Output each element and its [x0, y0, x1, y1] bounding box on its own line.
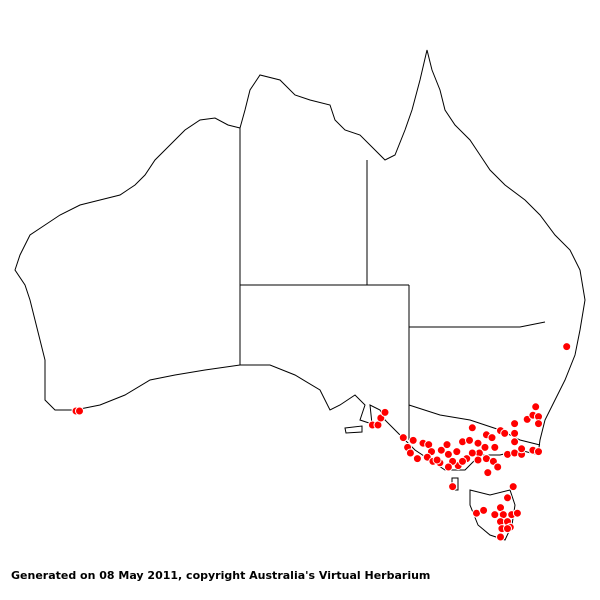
occurrence-point — [490, 510, 500, 520]
occurrence-point — [473, 438, 483, 448]
map-caption: Generated on 08 May 2011, copyright Aust… — [11, 569, 431, 582]
occurrence-point — [432, 455, 442, 465]
occurrence-point — [448, 482, 458, 492]
occurrence-point — [458, 456, 467, 466]
occurrence-point — [517, 444, 527, 454]
state-border-nsw-vic — [408, 404, 541, 446]
occurrence-point — [531, 402, 541, 412]
occurrence-point — [503, 449, 512, 459]
occurrence-point — [508, 482, 518, 492]
occurrence-point — [436, 445, 446, 455]
occurrence-point — [510, 419, 520, 429]
occurrence-point — [510, 437, 520, 447]
occurrence-point — [480, 442, 490, 452]
occurrence-point — [490, 442, 500, 452]
occurrence-point — [467, 423, 477, 433]
occurrence-point — [534, 447, 543, 457]
occurrence-point — [408, 435, 418, 445]
occurrence-point — [75, 406, 84, 416]
occurrence-point — [398, 433, 408, 443]
occurrence-point — [452, 447, 462, 457]
occurrence-point — [496, 532, 505, 542]
occurrence-point — [479, 505, 489, 515]
occurrence-point — [493, 462, 503, 472]
occurrence-point — [473, 455, 483, 465]
occurrence-point — [503, 524, 512, 534]
occurrence-point — [487, 433, 497, 443]
occurrence-point — [465, 435, 474, 445]
occurrence-point — [562, 342, 572, 352]
occurrence-point — [380, 407, 390, 417]
kangaroo-island — [344, 425, 363, 434]
occurrence-point — [443, 462, 453, 472]
occurrence-point — [534, 419, 543, 429]
occurrence-point — [443, 449, 453, 459]
mainland-coastline — [14, 49, 586, 471]
occurrence-point — [467, 448, 477, 458]
occurrence-point — [500, 428, 510, 438]
occurrence-points — [71, 342, 572, 542]
occurrence-point — [412, 454, 422, 464]
state-border-qld-nsw — [409, 321, 546, 328]
occurrence-point — [510, 428, 520, 438]
occurrence-point — [442, 440, 452, 450]
occurrence-point — [512, 508, 522, 518]
occurrence-point — [405, 448, 415, 458]
occurrence-point — [483, 468, 493, 478]
occurrence-point — [503, 493, 512, 503]
